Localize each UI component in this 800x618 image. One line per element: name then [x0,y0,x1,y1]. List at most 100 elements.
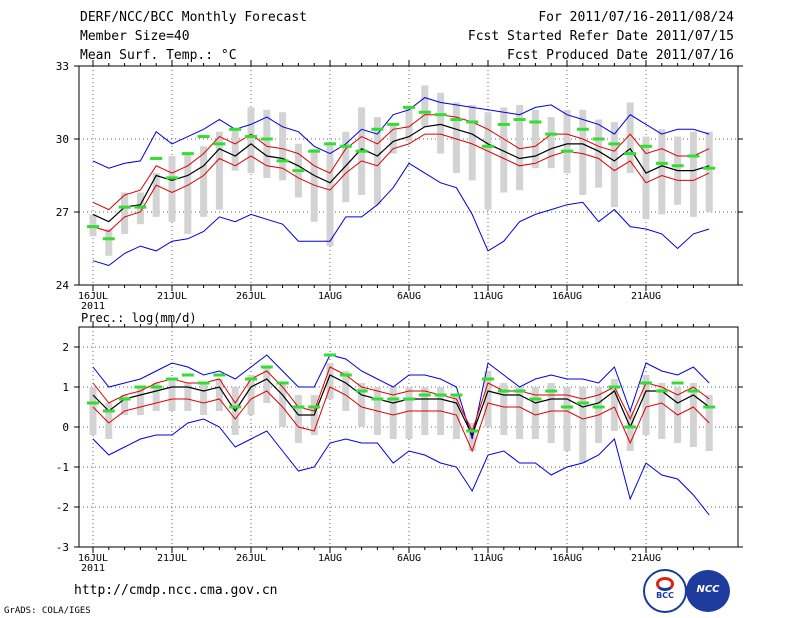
observed-marker [260,137,273,141]
spread-box [231,129,239,171]
observed-marker [608,385,621,389]
spread-box [437,92,445,154]
y-tick-label: -1 [56,461,69,474]
observed-marker [418,393,431,397]
x-tick-label: 6AUG [397,291,421,302]
observed-marker [640,144,652,148]
observed-marker [482,144,494,148]
x-tick-label: 11AUG [473,291,503,302]
precip-title: Prec.: log(mm/d) [81,311,197,325]
observed-marker [387,397,400,401]
member-size: Member Size=40 [80,29,190,44]
observed-marker [608,142,621,146]
observed-marker [229,127,242,131]
observed-marker [434,393,447,397]
observed-marker [576,401,589,405]
observed-marker [403,105,415,109]
series-line-max [92,97,710,169]
observed-marker [355,389,368,393]
spread-box [152,383,160,411]
observed-marker [339,144,352,148]
spread-box [121,192,129,234]
observed-marker [324,353,336,357]
spread-box [626,102,634,174]
spread-box [263,367,271,403]
observed-marker [513,118,526,122]
observed-marker [703,166,716,170]
observed-marker [260,365,273,369]
spread-box [121,395,129,415]
x-tick-label: 16JUL [78,291,108,302]
spread-box [294,395,302,443]
spread-box [531,387,539,439]
y-tick-label: 1 [62,381,69,394]
spread-box [516,387,524,439]
spread-box [705,131,713,212]
observed-marker [434,113,447,117]
observed-marker [403,397,415,401]
spread-box [184,153,192,234]
spread-box [500,107,508,193]
ncc-logo: NCC [686,570,730,612]
observed-marker [181,373,194,377]
observed-marker [592,137,605,141]
y-tick-label: -3 [56,541,69,554]
series-line-mean [92,123,710,223]
ncc-logo-text: NCC [696,584,720,595]
variable-label: Mean Surf. Temp.: °C [80,48,237,63]
observed-marker [671,381,684,385]
observed-marker [529,397,542,401]
spread-box [105,229,113,256]
forecast-period: For 2011/07/16-2011/08/24 [538,10,734,25]
bcc-logo-text: BCC [656,591,674,600]
chart-title: DERF/NCC/BCC Monthly Forecast [80,10,307,25]
observed-marker [102,237,115,241]
observed-marker [308,149,321,153]
observed-marker [150,385,163,389]
series-line-min [92,162,710,267]
spread-box [642,375,650,435]
spread-box [563,387,571,451]
spread-box [484,112,492,210]
spread-box [326,363,334,399]
x-tick-label: 1AUG [318,291,342,302]
observed-marker [87,401,99,405]
spread-box [500,383,508,435]
spread-box [389,124,397,154]
observed-marker [703,405,716,409]
spread-box [215,131,223,210]
x-year-label: 2011 [81,301,105,312]
x-tick-label: 21JUL [157,291,187,302]
observed-marker [450,393,463,397]
observed-marker [640,381,652,385]
x-tick-label: 26JUL [236,291,266,302]
series-line-lower [92,386,710,453]
spread-box [468,104,476,181]
y-tick-label: 33 [56,60,69,73]
observed-marker [276,159,289,163]
y-tick-label: 27 [56,206,69,219]
observed-marker [245,135,257,139]
observed-marker [592,405,605,409]
observed-marker [466,429,479,433]
spread-box [389,387,397,439]
series-line-min [92,418,710,516]
spread-box [689,131,697,217]
spread-box [405,107,413,142]
observed-marker [561,149,573,153]
bcc-logo: BCC [643,569,687,613]
spread-box [579,109,587,195]
source-url[interactable]: http://cmdp.ncc.cma.gov.cn [74,583,278,598]
spread-box [579,387,587,463]
series-line-mean [92,374,710,437]
x-tick-label: 26JUL [236,553,266,564]
spread-box [342,371,350,411]
observed-marker [497,122,510,126]
observed-marker [497,389,510,393]
observed-marker [197,135,210,139]
y-tick-label: 2 [62,341,69,354]
spread-box [247,107,255,174]
observed-marker [355,149,368,153]
observed-marker [118,397,131,401]
